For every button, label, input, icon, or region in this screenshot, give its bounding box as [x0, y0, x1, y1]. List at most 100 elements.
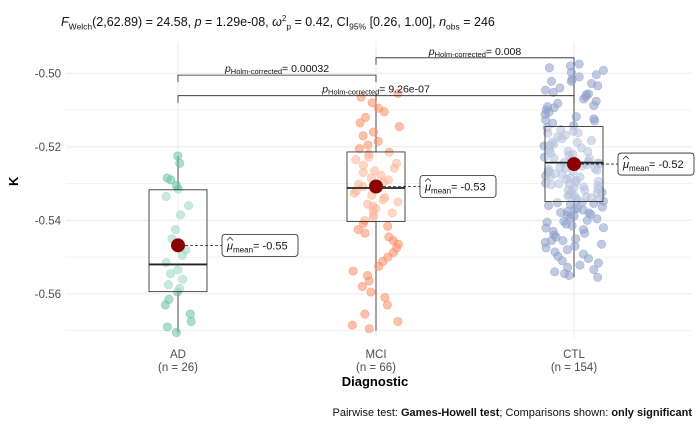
- data-point: [593, 81, 603, 91]
- data-point: [591, 70, 601, 80]
- y-axis-label: K: [6, 176, 21, 186]
- comparison-bracket: [177, 74, 377, 83]
- data-point: [378, 195, 388, 205]
- data-point: [358, 168, 368, 178]
- data-point: [573, 128, 583, 138]
- data-point: [543, 128, 553, 138]
- data-point: [582, 215, 592, 225]
- data-point: [555, 83, 565, 93]
- data-point: [557, 256, 567, 266]
- data-point: [541, 178, 551, 188]
- x-tick-label: AD: [170, 349, 186, 361]
- data-point: [366, 287, 376, 297]
- data-point: [552, 198, 562, 208]
- ci-sub: 95%: [349, 21, 367, 32]
- data-point: [544, 201, 554, 211]
- data-point: [383, 221, 393, 231]
- data-point: [590, 163, 600, 173]
- data-point: [597, 202, 607, 212]
- data-point: [175, 158, 185, 168]
- data-point: [571, 193, 581, 203]
- data-point: [598, 65, 608, 75]
- data-point: [590, 116, 600, 126]
- data-point: [593, 272, 603, 282]
- data-point: [379, 107, 389, 117]
- data-point: [592, 214, 602, 224]
- data-point: [349, 188, 359, 198]
- comparison-label: pHolm-corrected= 0.00032: [224, 63, 329, 76]
- mean-label: μmean= -0.53: [424, 182, 486, 196]
- n-label: n: [439, 15, 447, 30]
- data-point: [177, 250, 187, 260]
- data-point: [360, 112, 370, 122]
- data-point: [589, 101, 599, 111]
- data-point: [373, 136, 383, 146]
- data-point: [583, 147, 593, 157]
- caption-test: Games-Howell test: [401, 407, 500, 419]
- data-point: [364, 276, 374, 286]
- data-point: [570, 204, 580, 214]
- data-point: [598, 223, 608, 233]
- y-tick-label: -0.50: [35, 68, 61, 80]
- n-value: = 246: [459, 15, 495, 30]
- data-point: [347, 320, 357, 330]
- data-point: [387, 208, 397, 218]
- f-args: (2,62.89) = 24.58,: [92, 15, 195, 30]
- omega-sup: 2: [281, 14, 287, 23]
- data-point: [548, 87, 558, 97]
- y-tick-label: -0.54: [35, 215, 62, 227]
- mean-point: [567, 157, 581, 172]
- p-value: = 1.29e-08,: [201, 15, 273, 30]
- data-point: [393, 316, 403, 326]
- mean-label: μmean= -0.52: [622, 159, 684, 173]
- data-point: [368, 213, 378, 223]
- data-point: [572, 137, 582, 147]
- mean-hat-icon: [424, 178, 432, 182]
- data-point: [364, 324, 374, 334]
- data-point: [540, 85, 550, 95]
- data-point: [354, 144, 364, 154]
- data-point: [544, 63, 554, 73]
- y-tick-label: -0.52: [35, 142, 61, 154]
- data-point: [162, 322, 172, 332]
- data-point: [563, 185, 573, 195]
- data-point: [356, 92, 366, 102]
- data-point: [547, 236, 557, 246]
- data-point: [540, 152, 550, 162]
- data-point: [348, 266, 358, 276]
- data-point: [558, 236, 568, 246]
- data-point: [173, 265, 183, 275]
- data-point: [394, 122, 404, 132]
- data-point: [171, 225, 181, 235]
- mean-point: [369, 179, 383, 194]
- mean-label-box: [419, 175, 497, 198]
- data-point: [161, 191, 171, 201]
- mean-hat-icon: [226, 236, 234, 241]
- data-point: [575, 260, 585, 270]
- x-tick-label: CTL: [563, 349, 585, 361]
- x-tick-label: MCI: [365, 349, 386, 361]
- data-point: [557, 134, 567, 144]
- data-point: [186, 316, 196, 326]
- comparison-bracket: [375, 57, 575, 65]
- data-point: [176, 210, 186, 220]
- data-point: [570, 241, 580, 251]
- comparison-bracket: [177, 95, 575, 103]
- data-point: [184, 201, 194, 211]
- data-point: [171, 327, 181, 337]
- data-point: [166, 269, 176, 279]
- omega-label: ω: [272, 15, 282, 30]
- data-point: [583, 254, 593, 264]
- data-point: [393, 197, 403, 207]
- omega-sub: p: [286, 21, 292, 32]
- data-point: [382, 300, 392, 310]
- ci-value: [0.26, 1.00],: [366, 15, 440, 30]
- data-point: [543, 102, 553, 112]
- data-point: [173, 151, 183, 161]
- data-point: [178, 274, 188, 284]
- data-point: [357, 282, 367, 292]
- data-point: [363, 140, 373, 150]
- data-point: [586, 136, 596, 146]
- mean-label-box: [617, 152, 695, 176]
- data-point: [541, 115, 551, 125]
